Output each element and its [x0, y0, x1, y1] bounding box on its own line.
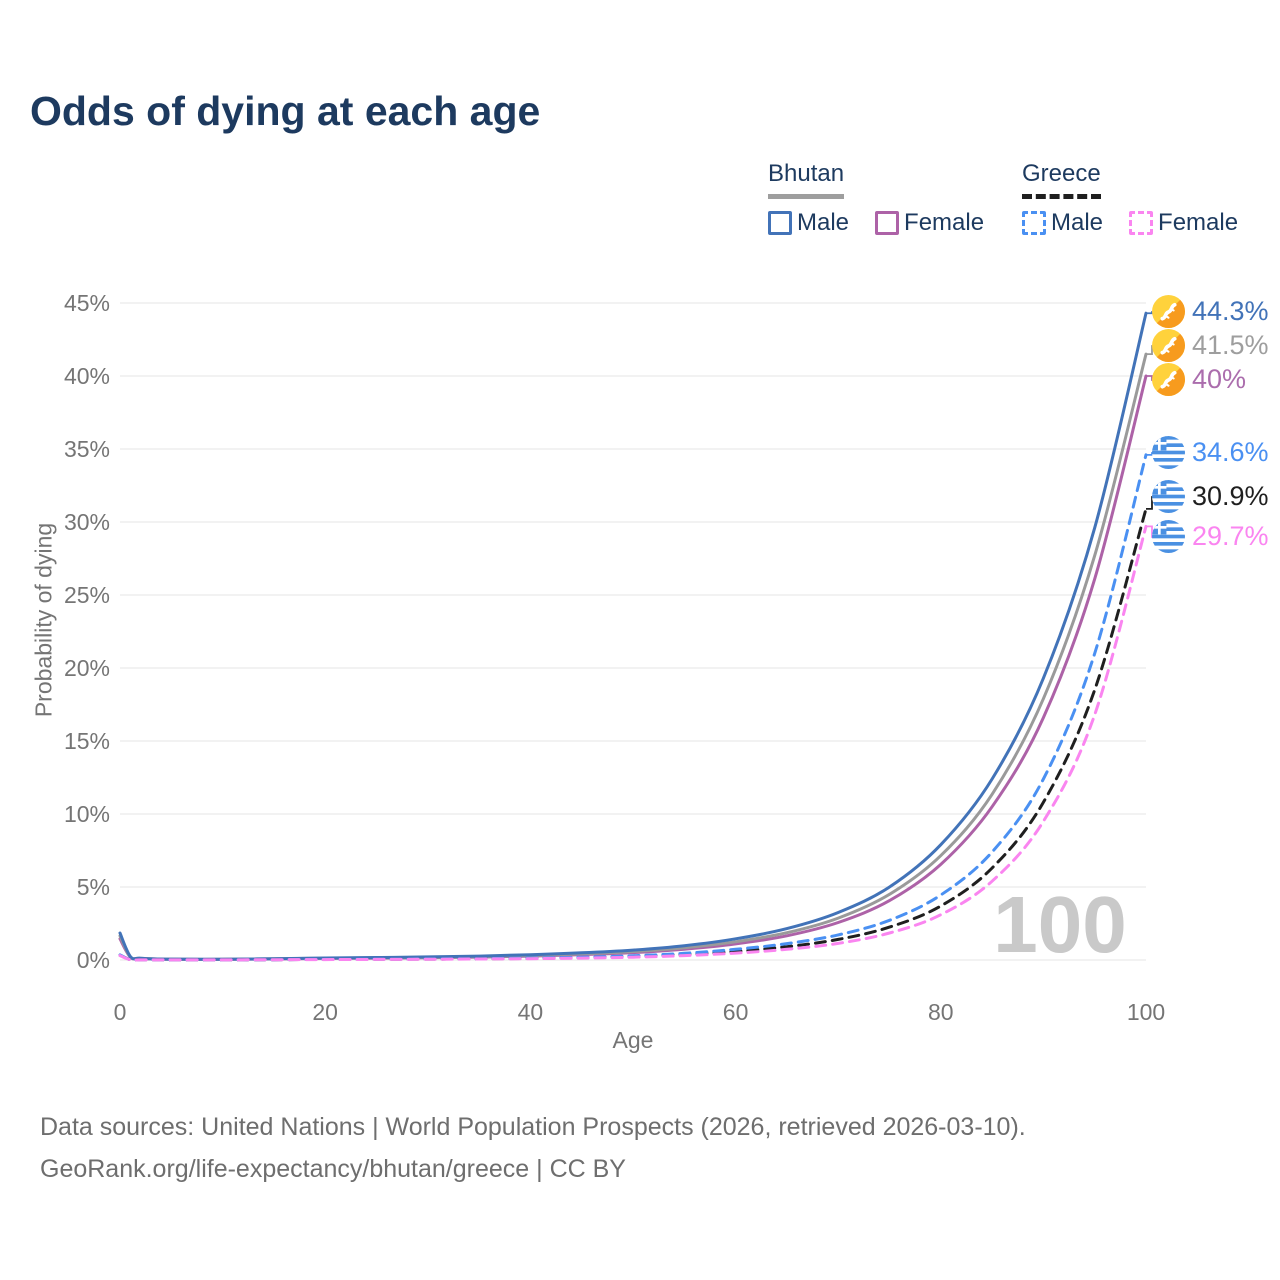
series-lines [118, 311, 1148, 962]
series-line-greece-female [118, 524, 1148, 962]
y-tick-label: 30% [64, 509, 110, 535]
end-label-value: 34.6% [1192, 437, 1269, 467]
series-line-greece-both-sexes [118, 507, 1148, 962]
legend-item-greece-female[interactable]: Female [1129, 209, 1238, 237]
end-label-value: 44.3% [1192, 296, 1269, 326]
y-tick-label: 0% [77, 947, 110, 973]
y-tick-label: 35% [64, 436, 110, 462]
y-tick-label: 10% [64, 801, 110, 827]
legend-row-bhutan: Male Female [768, 209, 984, 237]
data-sources-line: Data sources: United Nations | World Pop… [40, 1113, 1026, 1141]
line-swatch-greece-female-icon [1129, 211, 1154, 235]
legend-label-bhutan-female: Female [904, 209, 985, 236]
end-label-greece-female: 29.7% [1152, 520, 1269, 553]
end-label-value: 41.5% [1192, 330, 1269, 360]
y-tick-label: 20% [64, 655, 110, 681]
y-tick-label: 45% [64, 290, 110, 316]
bhutan-flag-icon [1152, 329, 1185, 362]
legend-label-greece-male: Male [1051, 209, 1104, 236]
legend-title-bhutan: Bhutan [768, 160, 845, 199]
legend-group-bhutan: Bhutan Male Female [768, 160, 984, 237]
y-tick-label: 40% [64, 363, 110, 389]
x-tick-label: 20 [312, 999, 338, 1025]
y-axis-title: Probability of dying [30, 522, 57, 718]
legend-label-greece-female: Female [1158, 209, 1239, 236]
y-tick-label: 5% [77, 874, 110, 900]
legend-item-greece-male[interactable]: Male [1022, 209, 1103, 237]
greece-flag-icon [1152, 480, 1185, 513]
watermark-age-100: 100 [993, 880, 1126, 969]
end-label-value: 30.9% [1192, 481, 1269, 511]
line-swatch-bhutan-male-icon [768, 211, 792, 235]
end-label-bhutan-both-sexes: 41.5% [1152, 329, 1269, 362]
x-tick-label: 80 [928, 999, 954, 1025]
y-tick-labels: 0% 5% 10% 15% 20% 25% 30% 35% 40% 45% [64, 290, 110, 973]
legend-title-greece: Greece [1022, 160, 1101, 199]
legend-label-bhutan-male: Male [797, 209, 850, 236]
y-tick-label: 25% [64, 582, 110, 608]
x-tick-label: 40 [518, 999, 544, 1025]
x-axis-title: Age [612, 1027, 654, 1053]
end-label-greece-both-sexes: 30.9% [1152, 480, 1269, 513]
line-swatch-greece-male-icon [1022, 211, 1046, 235]
gridlines [120, 302, 1146, 961]
y-tick-label: 15% [64, 728, 110, 754]
end-label-bhutan-male: 44.3% [1152, 295, 1269, 328]
x-tick-label: 100 [1127, 999, 1165, 1025]
end-label-greece-male: 34.6% [1152, 436, 1269, 469]
line-swatch-bhutan-female-icon [875, 211, 900, 235]
x-tick-label: 0 [114, 999, 127, 1025]
end-label-value: 29.7% [1192, 521, 1269, 551]
legend-group-greece: Greece Male Female [1022, 160, 1238, 237]
legend-item-bhutan-male[interactable]: Male [768, 209, 849, 237]
greece-flag-icon [1152, 436, 1185, 469]
end-label-value: 40% [1192, 364, 1247, 394]
greece-flag-icon [1152, 520, 1185, 553]
series-line-bhutan-male [118, 311, 1148, 961]
x-tick-label: 60 [723, 999, 749, 1025]
legend-row-greece: Male Female [1022, 209, 1238, 237]
bhutan-flag-icon [1152, 295, 1185, 328]
end-label-bhutan-female: 40% [1152, 363, 1246, 396]
bhutan-flag-icon [1152, 363, 1185, 396]
footer: Data sources: United Nations | World Pop… [40, 1106, 1026, 1190]
attribution-line: GeoRank.org/life-expectancy/bhutan/greec… [40, 1155, 626, 1183]
series-line-greece-male [118, 453, 1148, 962]
legend-item-bhutan-female[interactable]: Female [875, 209, 984, 237]
page-title: Odds of dying at each age [30, 88, 541, 134]
x-tick-labels: 0 20 40 60 80 100 [114, 999, 1166, 1025]
